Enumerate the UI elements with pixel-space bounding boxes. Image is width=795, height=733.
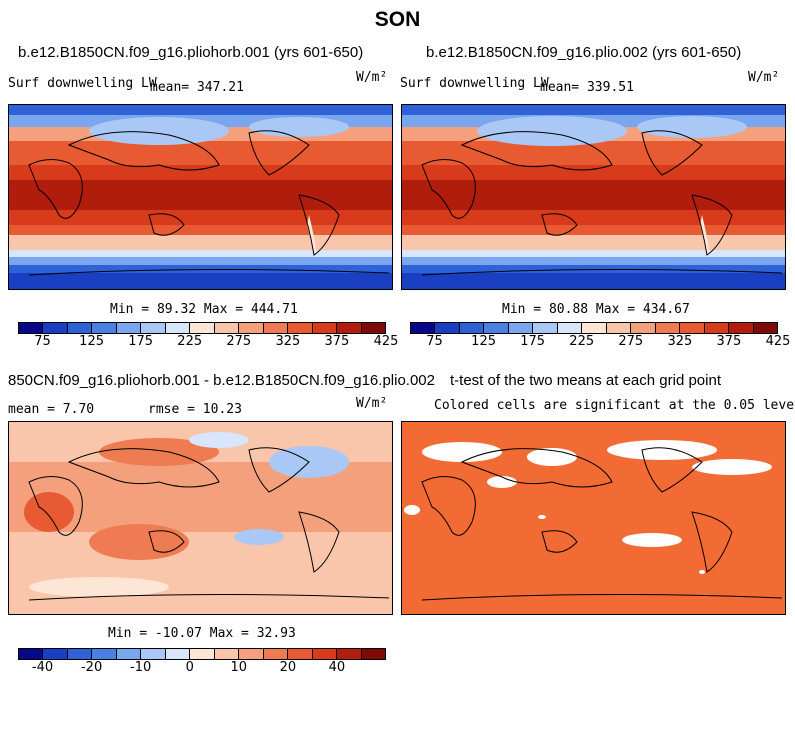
colorbar-swatch bbox=[288, 649, 313, 659]
colorbar-swatch bbox=[288, 323, 313, 333]
colorbar-swatch bbox=[729, 323, 754, 333]
colorbar-swatch bbox=[67, 649, 93, 659]
colorbar-swatch bbox=[337, 323, 362, 333]
colorbar-swatch bbox=[557, 323, 583, 333]
colorbar-swatch bbox=[435, 323, 460, 333]
colorbar-tick-label: 0 bbox=[185, 660, 194, 675]
panel1-colorbar-labels: 75 125 175 225 275 325 375 425 bbox=[18, 334, 398, 350]
colorbar-swatch bbox=[116, 323, 142, 333]
colorbar-tick-label: 225 bbox=[177, 334, 203, 349]
panel2-minmax: Min = 80.88 Max = 434.67 bbox=[502, 302, 690, 317]
colorbar-swatch bbox=[582, 323, 607, 333]
colorbar-tick-label: 325 bbox=[667, 334, 693, 349]
colorbar-tick-label: -20 bbox=[80, 660, 103, 675]
colorbar-swatch bbox=[263, 323, 289, 333]
colorbar-swatch bbox=[655, 323, 681, 333]
colorbar-tick-label: 125 bbox=[79, 334, 105, 349]
panel1-minmax: Min = 89.32 Max = 444.71 bbox=[110, 302, 298, 317]
colorbar-swatch bbox=[19, 649, 44, 659]
panel1-variable: Surf downwelling LW bbox=[8, 76, 157, 91]
colorbar-swatch bbox=[43, 649, 68, 659]
colorbar-tick-label: 325 bbox=[275, 334, 301, 349]
colorbar-swatch bbox=[459, 323, 485, 333]
colorbar-swatch bbox=[606, 323, 632, 333]
colorbar-swatch bbox=[239, 649, 264, 659]
colorbar-swatch bbox=[533, 323, 558, 333]
colorbar-swatch bbox=[484, 323, 509, 333]
panel1-colorbar bbox=[18, 322, 386, 334]
colorbar-tick-label: 275 bbox=[226, 334, 252, 349]
panel2-variable: Surf downwelling LW bbox=[400, 76, 549, 91]
colorbar-swatch bbox=[361, 323, 386, 333]
colorbar-tick-label: 375 bbox=[716, 334, 742, 349]
panel3-title: 850CN.f09_g16.pliohorb.001 - b.e12.B1850… bbox=[8, 372, 435, 389]
panel2-map bbox=[401, 104, 786, 290]
colorbar-tick-label: 425 bbox=[765, 334, 791, 349]
colorbar-swatch bbox=[411, 323, 436, 333]
colorbar-swatch bbox=[190, 323, 215, 333]
colorbar-swatch bbox=[190, 649, 215, 659]
colorbar-swatch bbox=[508, 323, 534, 333]
panel3-mean: mean = 7.70 bbox=[8, 402, 95, 417]
colorbar-tick-label: 225 bbox=[569, 334, 595, 349]
colorbar-swatch bbox=[680, 323, 705, 333]
colorbar-swatch bbox=[312, 649, 338, 659]
colorbar-swatch bbox=[165, 323, 191, 333]
page-title: SON bbox=[374, 8, 421, 31]
colorbar-tick-label: 175 bbox=[128, 334, 154, 349]
colorbar-tick-label: 275 bbox=[618, 334, 644, 349]
colorbar-tick-label: 10 bbox=[230, 660, 248, 675]
colorbar-swatch bbox=[263, 649, 289, 659]
colorbar-tick-label: 40 bbox=[328, 660, 346, 675]
panel2-mean: mean= 339.51 bbox=[540, 80, 634, 95]
colorbar-tick-label: 375 bbox=[324, 334, 350, 349]
colorbar-swatch bbox=[631, 323, 656, 333]
colorbar-tick-label: 75 bbox=[34, 334, 51, 349]
colorbar-swatch bbox=[214, 649, 240, 659]
colorbar-swatch bbox=[19, 323, 44, 333]
panel3-colorbar bbox=[18, 648, 386, 660]
panel3-map bbox=[8, 421, 393, 615]
colorbar-swatch bbox=[337, 649, 362, 659]
panel4-subtitle: Colored cells are significant at the 0.0… bbox=[434, 398, 795, 413]
colorbar-swatch bbox=[92, 323, 117, 333]
colorbar-tick-label: 425 bbox=[373, 334, 399, 349]
colorbar-swatch bbox=[43, 323, 68, 333]
panel1-map bbox=[8, 104, 393, 290]
panel3-minmax: Min = -10.07 Max = 32.93 bbox=[108, 626, 296, 641]
panel2-colorbar bbox=[410, 322, 778, 334]
colorbar-swatch bbox=[92, 649, 117, 659]
colorbar-tick-label: 75 bbox=[426, 334, 443, 349]
panel1-units: W/m² bbox=[356, 70, 388, 85]
colorbar-swatch bbox=[214, 323, 240, 333]
colorbar-tick-label: 175 bbox=[520, 334, 546, 349]
panel1-title: b.e12.B1850CN.f09_g16.pliohorb.001 (yrs … bbox=[18, 44, 364, 61]
colorbar-swatch bbox=[141, 649, 166, 659]
panel3-colorbar-labels: -40 -20 -10 0 10 20 40 bbox=[18, 660, 386, 676]
panel3-units: W/m² bbox=[356, 396, 388, 411]
panel2-title: b.e12.B1850CN.f09_g16.plio.002 (yrs 601-… bbox=[426, 44, 742, 61]
panel3-rmse: rmse = 10.23 bbox=[148, 402, 242, 417]
colorbar-swatch bbox=[67, 323, 93, 333]
colorbar-tick-label: 20 bbox=[279, 660, 297, 675]
colorbar-swatch bbox=[165, 649, 191, 659]
colorbar-swatch bbox=[141, 323, 166, 333]
panel4-map bbox=[401, 421, 786, 615]
colorbar-tick-label: -10 bbox=[130, 660, 152, 675]
panel2-units: W/m² bbox=[748, 70, 780, 85]
colorbar-swatch bbox=[312, 323, 338, 333]
colorbar-swatch bbox=[753, 323, 778, 333]
colorbar-tick-label: -40 bbox=[31, 660, 54, 675]
colorbar-swatch bbox=[239, 323, 264, 333]
colorbar-swatch bbox=[704, 323, 730, 333]
panel4-title: t-test of the two means at each grid poi… bbox=[450, 372, 721, 389]
colorbar-swatch bbox=[116, 649, 142, 659]
panel2-colorbar-labels: 75 125 175 225 275 325 375 425 bbox=[410, 334, 790, 350]
colorbar-tick-label: 125 bbox=[471, 334, 497, 349]
colorbar-swatch bbox=[361, 649, 386, 659]
panel1-mean: mean= 347.21 bbox=[150, 80, 244, 95]
